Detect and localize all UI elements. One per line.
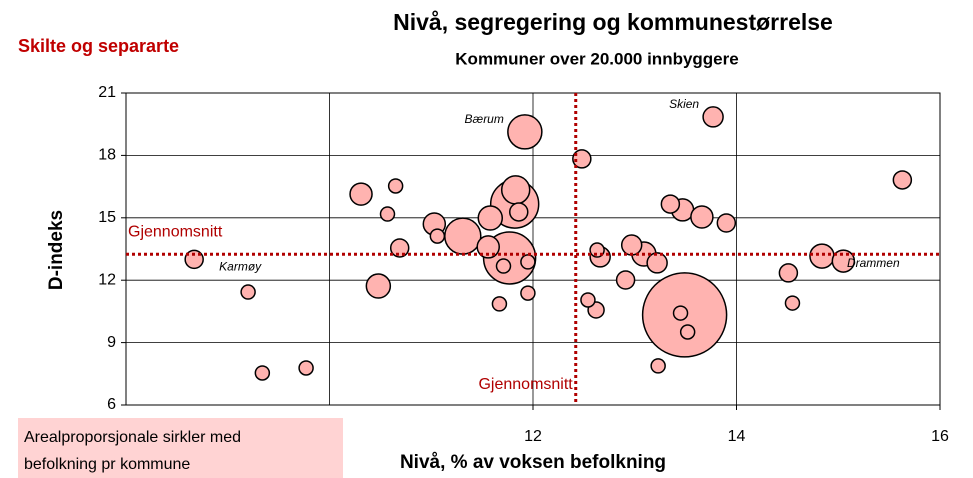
bubble <box>379 206 396 222</box>
y-tick-label: 15 <box>98 209 116 226</box>
point-label: Karmøy <box>219 260 262 274</box>
y-axis-label: D-indeks <box>46 210 67 290</box>
bubble <box>298 360 314 376</box>
x-tick-label: 12 <box>524 428 542 445</box>
mean-label: Gjennomsnitt <box>478 376 573 393</box>
chart-title: Nivå, segregering og kommunestørrelse <box>393 9 833 35</box>
bubble <box>520 254 536 270</box>
bubble <box>679 324 696 340</box>
bubble <box>349 182 373 206</box>
bubble <box>650 358 666 374</box>
point-label: Drammen <box>847 256 900 270</box>
bubble <box>500 175 531 205</box>
bubble <box>892 170 913 190</box>
corner-label: Skilte og separarte <box>18 36 179 56</box>
bubble <box>365 273 392 299</box>
bubble <box>444 217 482 255</box>
bubble <box>660 194 681 214</box>
bubble <box>672 305 689 321</box>
bubble <box>615 270 636 290</box>
bubble <box>690 205 714 229</box>
bubble <box>646 252 668 274</box>
bubble <box>240 284 256 300</box>
bubble <box>389 238 410 258</box>
x-tick-label: 16 <box>931 428 949 445</box>
y-tick-label: 9 <box>107 334 116 351</box>
point-label: Bærum <box>465 112 504 126</box>
x-axis-label: Nivå, % av voksen befolkning <box>400 452 666 473</box>
y-tick-label: 18 <box>98 147 116 164</box>
x-tick-label: 14 <box>728 428 746 445</box>
bubble <box>491 296 508 312</box>
y-tick-label: 21 <box>98 84 116 101</box>
y-tick-label: 6 <box>107 396 116 413</box>
bubble <box>702 106 724 128</box>
mean-label: Gjennomsnitt <box>128 223 223 240</box>
bubble <box>509 202 529 222</box>
bubble <box>580 292 596 308</box>
bubble <box>507 114 543 150</box>
bubble <box>716 213 737 233</box>
note-text: Arealproporsjonale sirkler med <box>24 429 241 446</box>
bubble <box>254 365 271 381</box>
note-text: befolkning pr kommune <box>24 456 190 473</box>
y-tick-label: 12 <box>98 271 116 288</box>
bubble <box>476 235 500 259</box>
note-box <box>18 418 343 478</box>
chart-subtitle: Kommuner over 20.000 innbyggere <box>455 49 738 68</box>
bubble <box>387 178 404 194</box>
bubble <box>429 228 446 244</box>
bubble <box>572 149 592 169</box>
bubble <box>620 234 643 256</box>
bubble <box>477 205 504 231</box>
bubble <box>778 263 799 283</box>
point-label: Skien <box>669 97 699 111</box>
bubble <box>495 258 512 274</box>
bubble <box>784 295 801 311</box>
bubble <box>809 243 835 269</box>
bubble <box>520 285 536 301</box>
